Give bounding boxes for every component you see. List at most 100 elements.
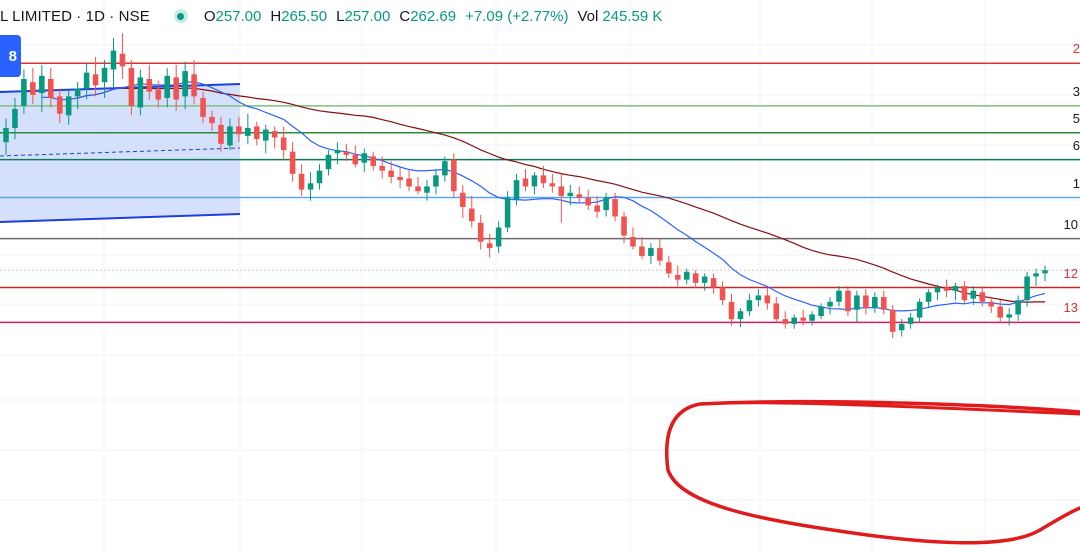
horizontal-levels (0, 62, 1080, 324)
volume-label: Vol (577, 7, 599, 25)
candle (585, 189, 591, 211)
candle (191, 60, 197, 105)
candle-body (451, 159, 457, 192)
candle-body (227, 126, 233, 146)
candle-body (719, 287, 726, 301)
candle-body (245, 127, 251, 136)
candle-body (683, 271, 690, 280)
candle (549, 173, 556, 193)
candle-body (307, 183, 314, 190)
candle-body (477, 222, 484, 242)
candle (988, 297, 995, 313)
candle-body (12, 109, 18, 128)
candle (576, 186, 583, 203)
candle (818, 303, 824, 320)
candle (361, 148, 368, 173)
candle-body (164, 75, 171, 98)
candle-body (791, 317, 797, 324)
candle (110, 37, 117, 87)
candle-body (863, 295, 869, 309)
candle-body (486, 243, 493, 249)
candle (612, 192, 618, 222)
candle (65, 90, 72, 125)
candle (388, 161, 394, 184)
candle-body (334, 150, 341, 154)
close-value: 262.69 (410, 7, 457, 25)
candle (468, 195, 475, 228)
candle (755, 289, 762, 307)
candle-body (818, 306, 824, 316)
candle-body (836, 290, 842, 302)
candle (477, 214, 484, 250)
symbol-title: L LIMITED · 1D · NSE (0, 7, 150, 25)
candle-body (880, 297, 887, 310)
candle-body (442, 161, 448, 176)
candle (979, 285, 986, 307)
candle (863, 289, 869, 315)
candle-body (639, 246, 645, 256)
candle (39, 64, 45, 113)
candle-body (907, 317, 914, 324)
price-scale-label: 6 (1072, 137, 1080, 153)
candle (889, 304, 896, 339)
candle (30, 67, 36, 105)
candle (504, 191, 511, 233)
candle-body (30, 82, 36, 95)
candle-body (952, 285, 959, 291)
candle (397, 167, 403, 189)
candle-body (397, 176, 403, 181)
candle-body (433, 175, 439, 187)
candle-body (898, 323, 905, 331)
candle-body (182, 71, 188, 97)
candle (997, 300, 1003, 323)
candle (21, 69, 27, 114)
drawing-badge[interactable]: 8 (0, 35, 21, 77)
candle-body (65, 96, 72, 116)
candle-body (92, 74, 99, 86)
hand-drawn-stroke (698, 401, 1080, 416)
candle-body (352, 154, 359, 165)
candle (164, 67, 171, 108)
candle (800, 309, 806, 326)
candle (379, 156, 385, 179)
candle (764, 287, 771, 310)
candle (442, 156, 448, 182)
candle-body (155, 90, 162, 100)
candle-body (39, 75, 45, 94)
price-scale-label: 2 (1072, 41, 1080, 57)
candle-body (567, 192, 574, 196)
candle (1033, 268, 1039, 286)
candle-body (379, 165, 385, 171)
candle-body (146, 79, 153, 92)
candle-body (979, 292, 986, 302)
candle (155, 80, 162, 108)
market-status-icon[interactable] (173, 9, 188, 23)
candle-body (845, 290, 851, 312)
close-label: C (399, 7, 411, 25)
candle (746, 293, 753, 316)
candle (961, 281, 968, 304)
candle-body (119, 53, 126, 67)
price-scale-label: 1 (1072, 175, 1080, 191)
candle (119, 33, 126, 79)
candle-body (854, 295, 860, 310)
fast-moving-average-line (41, 81, 1046, 312)
candle-body (916, 301, 923, 318)
candle-body (298, 173, 305, 190)
candle (343, 143, 350, 162)
candle-body (56, 96, 63, 114)
volume-value: 245.59 K (602, 7, 663, 25)
candle-body (513, 180, 520, 200)
candle-body (495, 227, 502, 247)
candle (630, 227, 636, 250)
candle-body (74, 88, 81, 97)
candle (916, 298, 923, 323)
candle-body (943, 287, 950, 291)
candle-body (549, 183, 556, 187)
candle-body (388, 170, 394, 177)
candle (934, 284, 941, 301)
candle (370, 151, 377, 171)
candle-body (3, 127, 9, 143)
candle (495, 221, 502, 253)
